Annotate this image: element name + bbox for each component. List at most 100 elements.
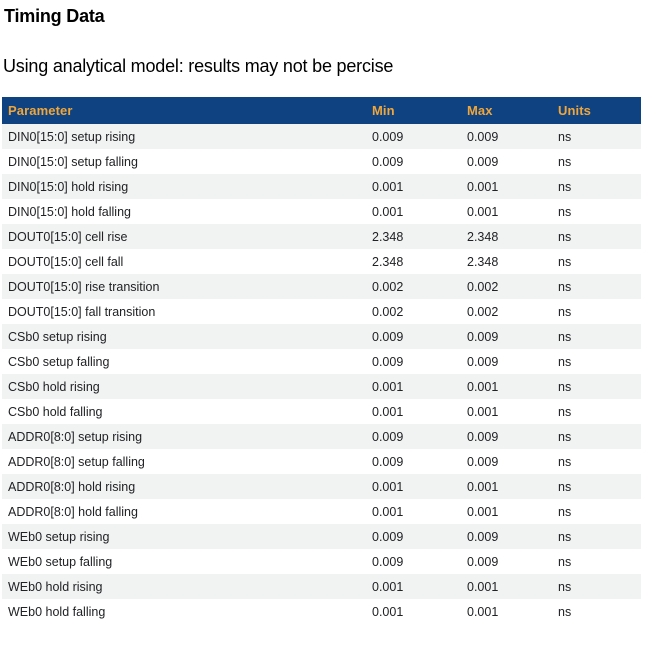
cell-min: 0.009: [366, 524, 461, 549]
cell-units: ns: [558, 254, 572, 269]
cell-units: ns: [552, 424, 641, 449]
timing-data-table: Parameter Min Max Units DIN0[15:0] setup…: [2, 97, 641, 624]
cell-max: 0.002: [467, 304, 499, 319]
table-row: CSb0 setup falling 0.009 0.009 ns: [2, 349, 641, 374]
cell-max: 0.001: [461, 174, 552, 199]
cell-min: 0.009: [372, 454, 404, 469]
cell-units: ns: [552, 374, 641, 399]
column-header-max: Max: [461, 97, 552, 124]
column-header-min: Min: [366, 97, 461, 124]
column-header-parameter: Parameter: [2, 97, 366, 124]
column-header-units: Units: [552, 97, 641, 124]
cell-parameter: WEb0 hold rising: [2, 574, 366, 599]
cell-min: 0.001: [372, 504, 404, 519]
cell-min: 0.009: [372, 354, 404, 369]
page-subtitle: Using analytical model: results may not …: [3, 56, 394, 76]
table-row: DIN0[15:0] setup falling 0.009 0.009 ns: [2, 149, 641, 174]
cell-min: 0.009: [366, 324, 461, 349]
cell-units: ns: [552, 324, 641, 349]
cell-min: 0.001: [372, 204, 404, 219]
cell-min: 0.001: [366, 574, 461, 599]
cell-min: 0.001: [366, 374, 461, 399]
table-row: DOUT0[15:0] fall transition 0.002 0.002 ns: [2, 299, 641, 324]
cell-max: 2.348: [461, 224, 552, 249]
cell-max: 0.002: [461, 274, 552, 299]
cell-parameter: CSb0 hold falling: [8, 404, 103, 419]
cell-max: 2.348: [467, 254, 499, 269]
cell-units: ns: [558, 504, 572, 519]
cell-units: ns: [558, 454, 572, 469]
cell-units: ns: [552, 224, 641, 249]
cell-max: 0.001: [467, 504, 499, 519]
cell-min: 0.002: [372, 304, 404, 319]
cell-units: ns: [558, 304, 572, 319]
cell-parameter: ADDR0[8:0] setup rising: [2, 424, 366, 449]
table-row: WEb0 hold falling 0.001 0.001 ns: [2, 599, 641, 624]
cell-parameter: DIN0[15:0] setup falling: [8, 154, 138, 169]
cell-parameter: CSb0 hold rising: [2, 374, 366, 399]
cell-min: 0.001: [366, 474, 461, 499]
cell-min: 0.001: [372, 604, 404, 619]
cell-max: 0.009: [461, 524, 552, 549]
cell-units: ns: [552, 124, 641, 149]
cell-units: ns: [558, 354, 572, 369]
cell-parameter: ADDR0[8:0] hold falling: [8, 504, 138, 519]
table-row: WEb0 hold rising 0.001 0.001 ns: [2, 574, 641, 599]
cell-min: 0.001: [366, 174, 461, 199]
cell-units: ns: [558, 554, 572, 569]
table-row: DIN0[15:0] hold rising 0.001 0.001 ns: [2, 174, 641, 199]
cell-max: 0.001: [461, 374, 552, 399]
cell-parameter: DIN0[15:0] setup rising: [2, 124, 366, 149]
cell-units: ns: [552, 574, 641, 599]
table-row: DOUT0[15:0] rise transition 0.002 0.002 ns: [2, 274, 641, 299]
table-header-row: Parameter Min Max Units: [2, 97, 641, 124]
cell-units: ns: [552, 474, 641, 499]
cell-units: ns: [558, 204, 572, 219]
cell-min: 0.002: [366, 274, 461, 299]
cell-parameter: WEb0 hold falling: [8, 604, 106, 619]
table-row: DIN0[15:0] hold falling 0.001 0.001 ns: [2, 199, 641, 224]
cell-min: 0.001: [372, 404, 404, 419]
cell-max: 0.001: [461, 574, 552, 599]
cell-parameter: DOUT0[15:0] fall transition: [8, 304, 156, 319]
table-row: ADDR0[8:0] hold falling 0.001 0.001 ns: [2, 499, 641, 524]
cell-parameter: DOUT0[15:0] cell rise: [2, 224, 366, 249]
cell-max: 0.009: [467, 354, 499, 369]
cell-parameter: DOUT0[15:0] cell fall: [8, 254, 124, 269]
cell-parameter: DOUT0[15:0] rise transition: [2, 274, 366, 299]
cell-parameter: ADDR0[8:0] setup falling: [8, 454, 145, 469]
cell-units: ns: [558, 604, 572, 619]
table-row: DIN0[15:0] setup rising 0.009 0.009 ns: [2, 124, 641, 149]
cell-parameter: DIN0[15:0] hold falling: [8, 204, 131, 219]
cell-units: ns: [558, 404, 572, 419]
cell-parameter: WEb0 setup falling: [8, 554, 113, 569]
cell-max: 0.009: [461, 424, 552, 449]
cell-max: 0.009: [467, 554, 499, 569]
cell-max: 0.001: [467, 404, 499, 419]
cell-min: 0.009: [366, 424, 461, 449]
cell-max: 0.009: [467, 154, 499, 169]
cell-min: 2.348: [366, 224, 461, 249]
table-row: ADDR0[8:0] setup falling 0.009 0.009 ns: [2, 449, 641, 474]
cell-min: 0.009: [366, 124, 461, 149]
table-row: DOUT0[15:0] cell rise 2.348 2.348 ns: [2, 224, 641, 249]
cell-max: 0.001: [461, 474, 552, 499]
cell-parameter: DIN0[15:0] hold rising: [2, 174, 366, 199]
cell-max: 0.001: [467, 204, 499, 219]
cell-max: 0.009: [467, 454, 499, 469]
table-body: DIN0[15:0] setup rising 0.009 0.009 ns DIN0[…: [2, 124, 641, 624]
cell-max: 0.009: [461, 324, 552, 349]
cell-max: 0.001: [467, 604, 499, 619]
cell-units: ns: [552, 274, 641, 299]
table-row: WEb0 setup falling 0.009 0.009 ns: [2, 549, 641, 574]
cell-min: 2.348: [372, 254, 404, 269]
cell-units: ns: [552, 174, 641, 199]
table-row: ADDR0[8:0] hold rising 0.001 0.001 ns: [2, 474, 641, 499]
table-row: WEb0 setup rising 0.009 0.009 ns: [2, 524, 641, 549]
page-title: Timing Data: [4, 6, 105, 26]
cell-units: ns: [558, 154, 572, 169]
table-row: ADDR0[8:0] setup rising 0.009 0.009 ns: [2, 424, 641, 449]
cell-parameter: ADDR0[8:0] hold rising: [2, 474, 366, 499]
table-row: CSb0 hold falling 0.001 0.001 ns: [2, 399, 641, 424]
